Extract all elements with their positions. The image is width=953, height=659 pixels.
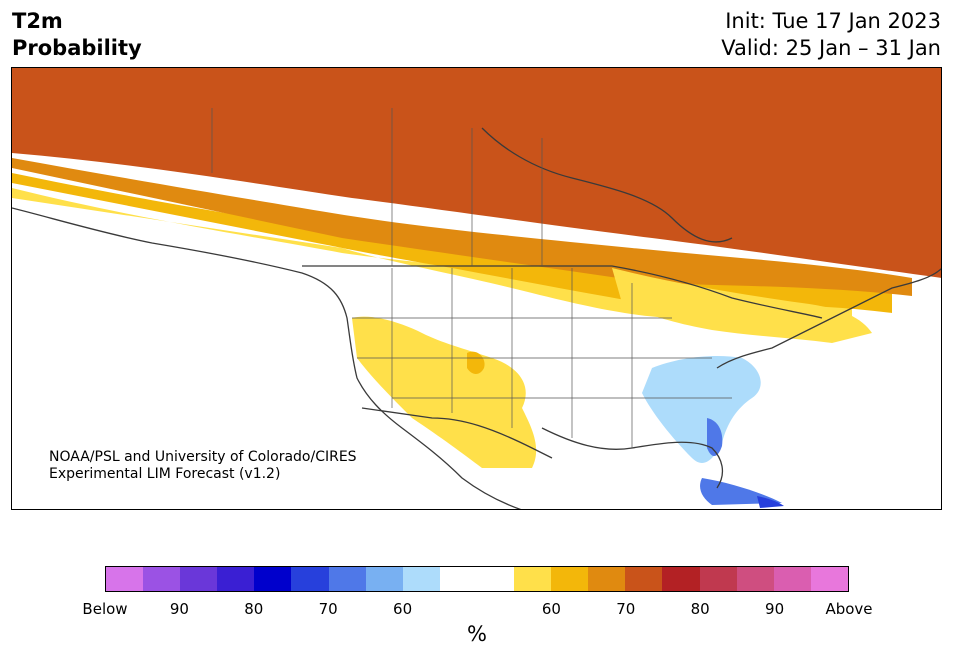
credit-line-1: NOAA/PSL and University of Colorado/CIRE… bbox=[49, 449, 357, 465]
title-line-2: Probability bbox=[12, 36, 142, 60]
shade-below60 bbox=[642, 356, 761, 463]
colorbar-cell bbox=[254, 567, 292, 591]
colorbar-cell bbox=[439, 567, 477, 591]
colorbar-cell bbox=[476, 567, 515, 591]
map-panel bbox=[11, 67, 942, 510]
colorbar-cell bbox=[810, 567, 848, 591]
shade-p65-west bbox=[467, 351, 485, 374]
colorbar-cell bbox=[773, 567, 811, 591]
colorbar-tick-label: 90 bbox=[169, 600, 189, 618]
colorbar-cell bbox=[291, 567, 329, 591]
colorbar-cell bbox=[662, 567, 700, 591]
colorbar-cell bbox=[736, 567, 774, 591]
map-svg bbox=[12, 68, 941, 509]
colorbar-unit-label: % bbox=[467, 622, 487, 646]
chart-title: T2m Probability bbox=[12, 8, 142, 62]
colorbar-cell bbox=[180, 567, 218, 591]
colorbar-cell bbox=[365, 567, 403, 591]
shade-p75 bbox=[12, 68, 941, 278]
state-lines bbox=[211, 108, 732, 448]
colorbar-tick-label: 70 bbox=[318, 600, 338, 618]
border-us-mexico bbox=[361, 407, 553, 459]
coast-west bbox=[12, 207, 522, 509]
shade-p70 bbox=[12, 158, 912, 296]
colorbar-cell bbox=[625, 567, 663, 591]
colorbar-cell bbox=[699, 567, 737, 591]
title-line-1: T2m bbox=[12, 9, 63, 33]
colorbar-cell bbox=[514, 567, 552, 591]
colorbar-tick-label: 60 bbox=[541, 600, 561, 618]
colorbar-tick-label: 80 bbox=[244, 600, 264, 618]
colorbar-cell bbox=[588, 567, 626, 591]
colorbar-cell bbox=[328, 567, 366, 591]
colorbar-tick-label: 70 bbox=[616, 600, 636, 618]
colorbar-cell bbox=[143, 567, 181, 591]
shade-p60-ne bbox=[612, 268, 872, 343]
init-date: Init: Tue 17 Jan 2023 bbox=[725, 9, 941, 33]
colorbar-tick-label: Above bbox=[825, 600, 873, 618]
colorbar-cell bbox=[551, 567, 589, 591]
colorbar bbox=[105, 566, 849, 592]
valid-date: Valid: 25 Jan – 31 Jan bbox=[721, 36, 941, 60]
colorbar-tick-label: 90 bbox=[765, 600, 785, 618]
colorbar-cell bbox=[217, 567, 255, 591]
coast-gulf bbox=[541, 427, 724, 489]
border-us-canada bbox=[302, 265, 823, 319]
shade-p60-west bbox=[352, 316, 537, 468]
colorbar-cell bbox=[106, 567, 144, 591]
shade-below80-cuba bbox=[757, 496, 784, 508]
colorbar-tick-label: 80 bbox=[690, 600, 710, 618]
coast-hudson bbox=[481, 127, 733, 243]
credit-line-2: Experimental LIM Forecast (v1.2) bbox=[49, 466, 281, 482]
coast-east bbox=[716, 267, 941, 369]
credit-text: NOAA/PSL and University of Colorado/CIRE… bbox=[49, 449, 357, 483]
colorbar-tick-label: Below bbox=[82, 600, 128, 618]
shade-below70 bbox=[707, 418, 723, 457]
colorbar-cell bbox=[402, 567, 440, 591]
coastlines bbox=[12, 127, 941, 509]
date-block: Init: Tue 17 Jan 2023 Valid: 25 Jan – 31… bbox=[721, 8, 941, 62]
colorbar-tick-label: 60 bbox=[393, 600, 413, 618]
probability-shading bbox=[12, 68, 941, 508]
